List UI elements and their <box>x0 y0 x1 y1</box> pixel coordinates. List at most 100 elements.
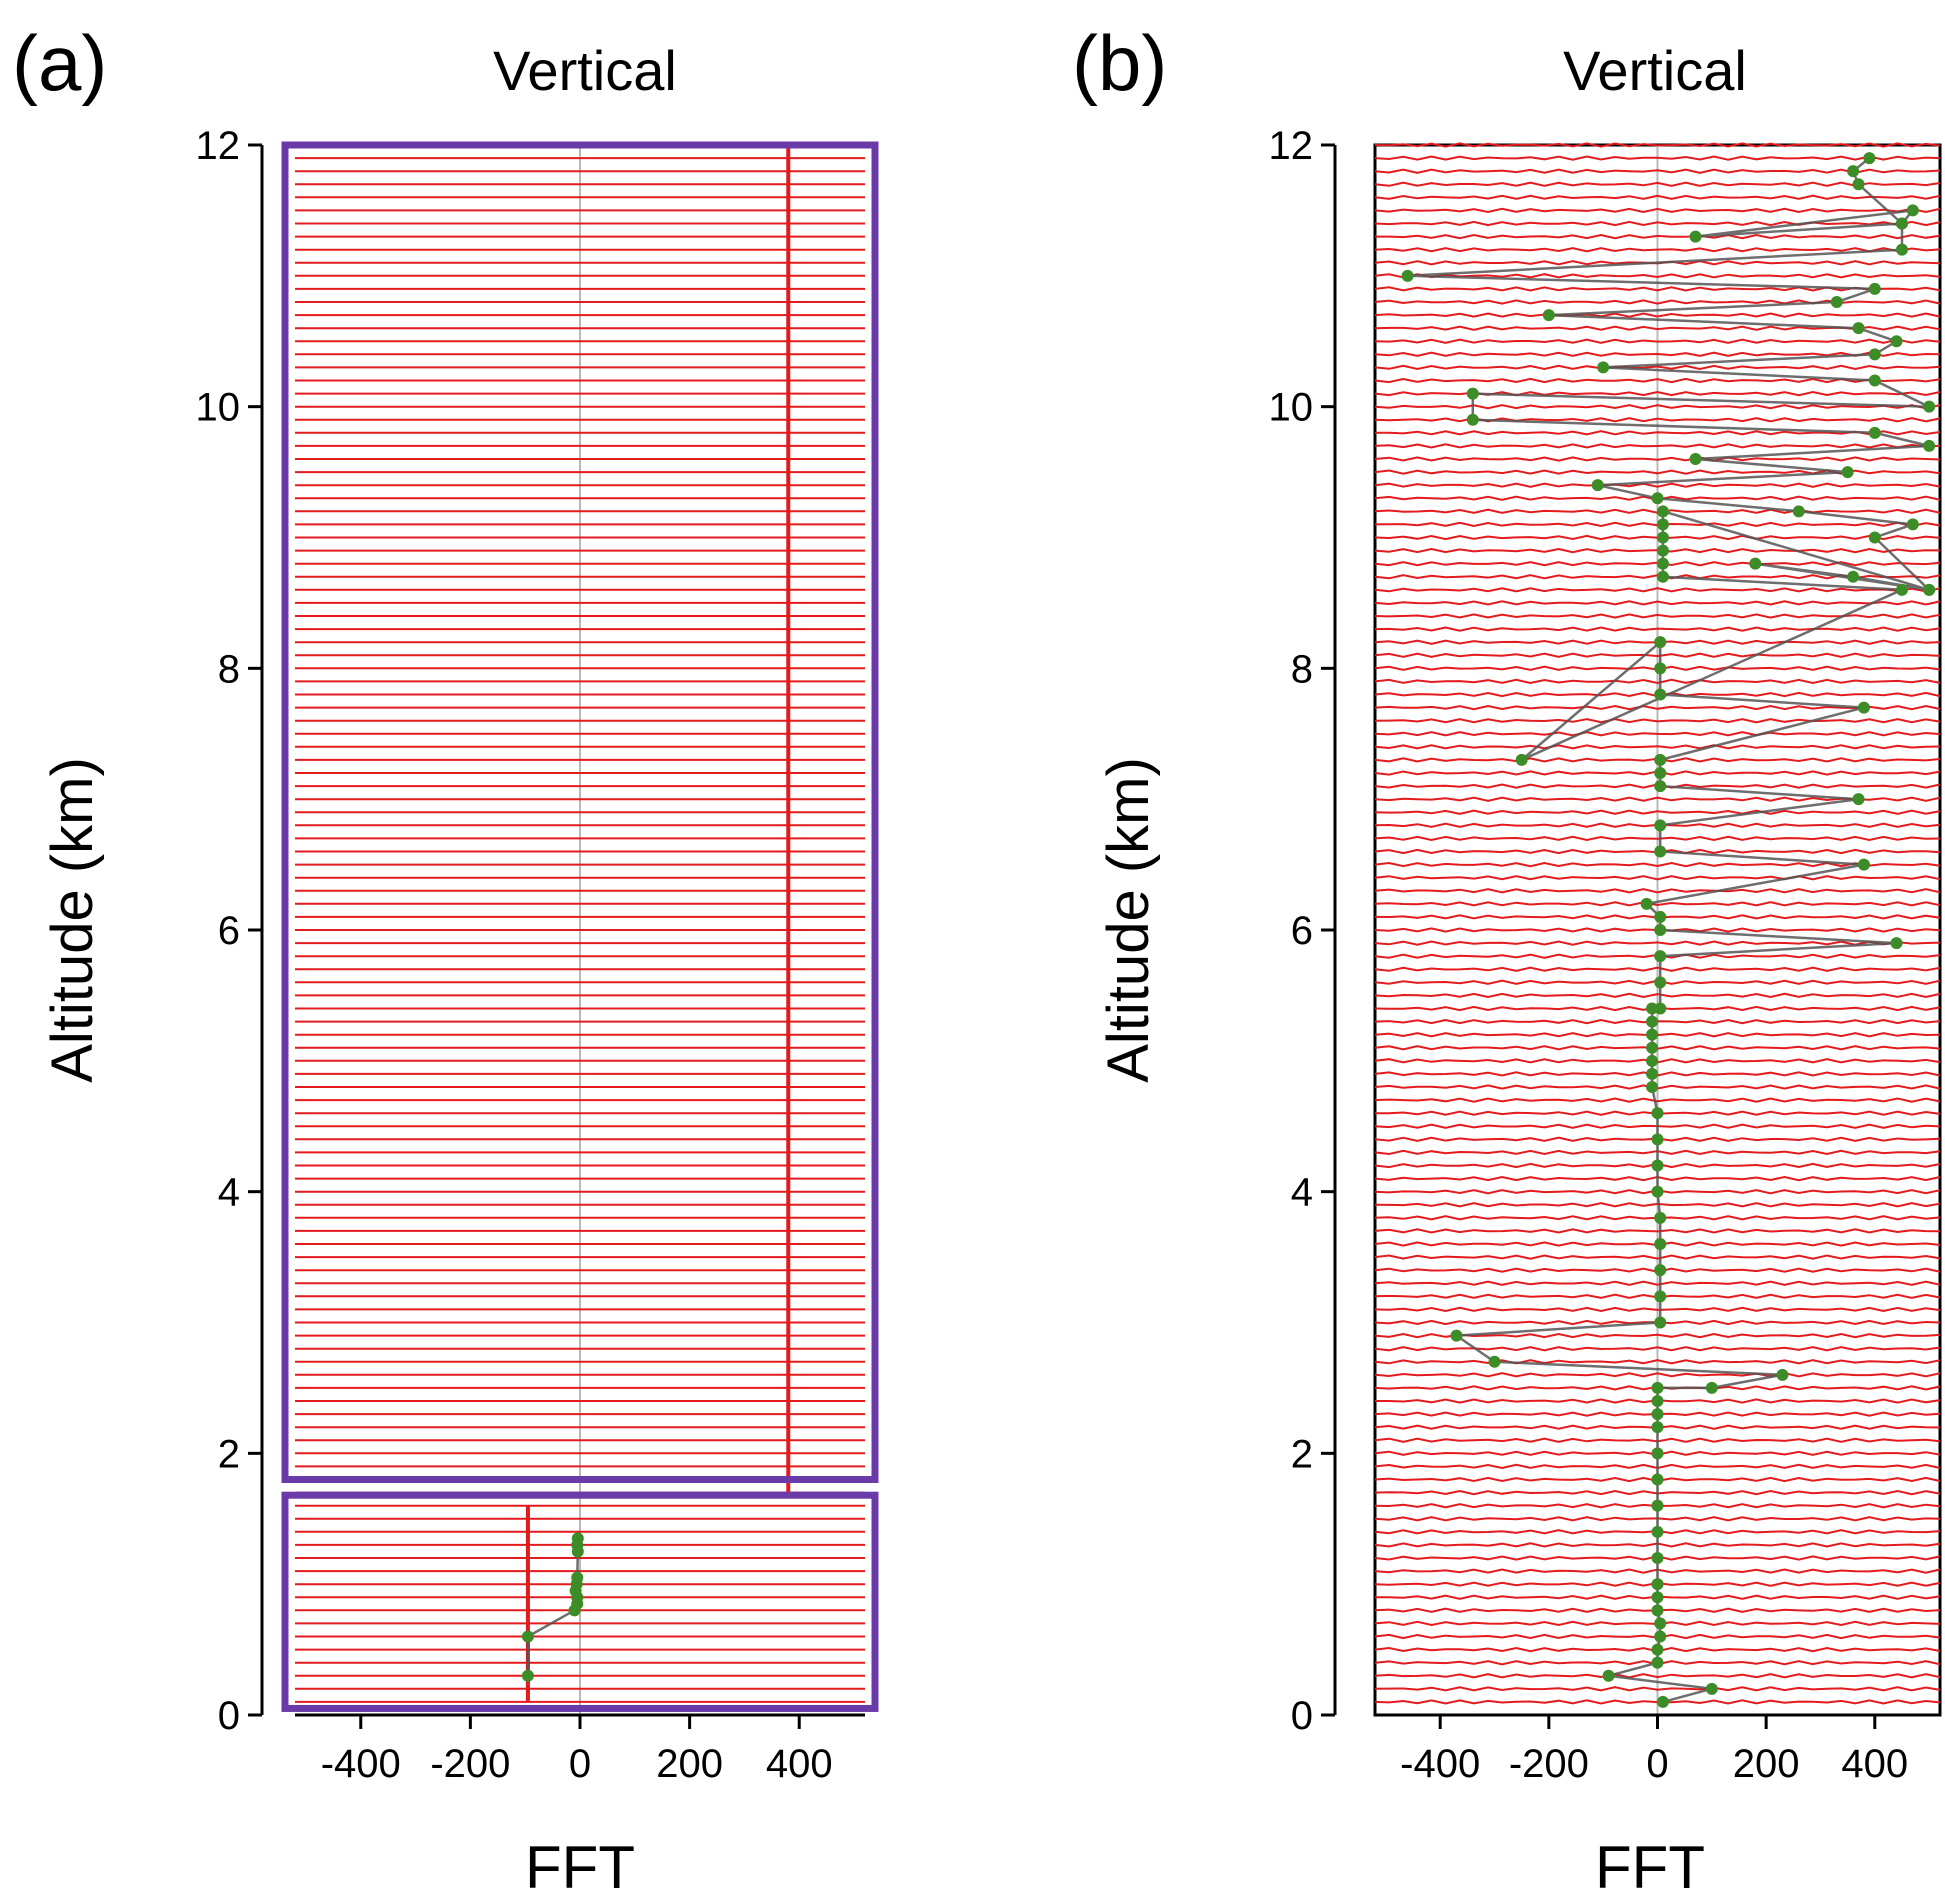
highlight-box <box>281 1491 879 1712</box>
peak-marker <box>1654 845 1667 858</box>
peak-marker <box>1863 152 1876 165</box>
y-tick-label: 2 <box>1291 1432 1313 1476</box>
peak-marker <box>1654 662 1667 675</box>
peak-marker <box>1923 439 1936 452</box>
fft-trace <box>1374 704 1941 711</box>
peak-marker <box>1923 583 1936 596</box>
peak-marker <box>1656 1695 1669 1708</box>
fft-traces <box>295 144 865 1703</box>
highlight-box <box>281 141 879 1483</box>
peak-marker <box>1906 204 1919 217</box>
peak-marker <box>1515 753 1528 766</box>
peak-marker <box>1651 1473 1664 1486</box>
panel-a-ylabel: Altitude (km) <box>40 757 105 1083</box>
fft-trace <box>1375 233 1941 240</box>
y-tick-label: 12 <box>1269 124 1314 168</box>
peak-marker <box>1656 557 1669 570</box>
peak-marker <box>1651 1408 1664 1421</box>
fft-trace <box>1374 1202 1941 1208</box>
panel-b-label: (b) <box>1072 19 1167 107</box>
peak-marker <box>1488 1355 1501 1368</box>
y-tick-label: 8 <box>1291 647 1313 691</box>
x-tick-label: 200 <box>1733 1742 1800 1786</box>
fft-trace <box>1374 351 1941 357</box>
fft-trace <box>1374 194 1941 200</box>
panel-b: (b) Vertical Altitude (km) FFT 0 2 4 6 8 10 12… <box>1072 19 1942 1901</box>
fft-trace <box>1374 1306 1941 1313</box>
peak-marker <box>1646 1054 1659 1067</box>
peak-marker <box>1830 296 1843 308</box>
peak-marker <box>1651 1591 1664 1604</box>
fft-trace <box>1374 1686 1941 1692</box>
peak-marker <box>1651 1395 1664 1407</box>
peak-marker <box>1654 636 1667 649</box>
peak-marker <box>571 1571 584 1584</box>
fft-trace <box>1374 247 1941 253</box>
y-tick-label: 8 <box>218 647 240 691</box>
peak-marker <box>1651 1447 1664 1460</box>
peak-marker <box>1646 1041 1659 1054</box>
fft-trace <box>1374 731 1941 737</box>
peak-marker <box>1852 322 1865 335</box>
peak-marker <box>1654 780 1667 793</box>
fft-trace <box>1374 861 1941 868</box>
fft-trace <box>1374 1673 1941 1679</box>
fft-trace <box>1374 142 1941 148</box>
fft-trace <box>1374 678 1941 685</box>
peak-marker <box>1651 1656 1664 1669</box>
peak-marker <box>1646 1028 1659 1041</box>
fft-trace <box>1374 456 1941 462</box>
y-tick-label: 12 <box>196 124 241 168</box>
peak-marker <box>1792 505 1805 518</box>
peak-marker <box>1651 1133 1664 1146</box>
peak-marker <box>1651 1643 1664 1656</box>
peak-marker <box>571 1532 584 1545</box>
peak-marker <box>1689 453 1702 465</box>
peak-marker <box>1654 1002 1667 1015</box>
peak-marker <box>1868 531 1881 544</box>
fft-trace <box>1374 835 1941 842</box>
peak-marker <box>1895 217 1908 230</box>
peak-marker <box>1656 544 1669 557</box>
peak-marker <box>1651 1381 1664 1394</box>
peak-marker <box>1654 688 1667 701</box>
peak-marker <box>1654 753 1667 766</box>
x-tick-label: 400 <box>766 1742 833 1786</box>
panel-b-title: Vertical <box>1563 39 1747 102</box>
fft-trace <box>1374 744 1941 750</box>
x-tick-label: -200 <box>1509 1742 1589 1786</box>
peak-marker <box>1654 924 1667 936</box>
fft-trace <box>1374 168 1941 174</box>
fft-trace <box>1374 809 1941 815</box>
peak-marker <box>1857 858 1870 871</box>
peak-marker <box>1602 1669 1615 1682</box>
fft-trace <box>1374 273 1941 279</box>
fft-trace <box>1374 1228 1941 1234</box>
y-tick-label: 10 <box>196 386 241 430</box>
peak-marker <box>1646 1081 1659 1093</box>
fft-trace <box>1374 652 1941 658</box>
peak-marker <box>1654 910 1667 923</box>
y-tick-label: 0 <box>1291 1694 1313 1738</box>
peak-marker <box>1542 309 1555 322</box>
fft-trace <box>1374 338 1941 344</box>
peak-marker <box>1651 1604 1664 1617</box>
peak-marker <box>521 1669 534 1682</box>
peak-marker <box>1852 793 1865 806</box>
peak-marker <box>1705 1381 1718 1394</box>
panel-a-title: Vertical <box>493 39 677 102</box>
peak-marker <box>1890 937 1903 950</box>
fft-trace <box>1374 299 1941 305</box>
x-tick-label: 0 <box>569 1742 591 1786</box>
peak-marker <box>1656 531 1669 544</box>
fft-trace <box>1374 1097 1941 1103</box>
peak-marker <box>1597 361 1610 374</box>
peak-marker <box>1656 570 1669 583</box>
peak-marker <box>1906 518 1919 531</box>
peak-marker <box>1651 1185 1664 1198</box>
x-tick-label: 400 <box>1841 1742 1908 1786</box>
peak-marker <box>1654 1238 1667 1250</box>
peak-marker <box>1705 1682 1718 1695</box>
peak-marker <box>1654 1211 1667 1224</box>
peak-marker <box>1466 413 1479 426</box>
